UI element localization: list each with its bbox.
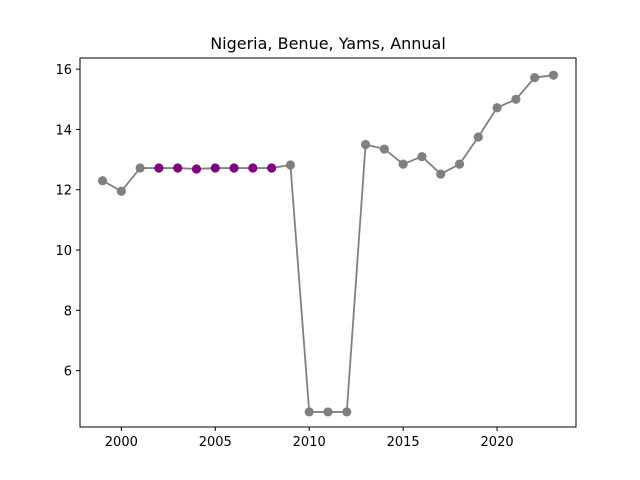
data-point xyxy=(210,163,220,173)
y-tick-label: 8 xyxy=(64,304,72,319)
x-axis-ticks: 2000 2005 2010 2015 2020 xyxy=(105,427,514,450)
data-point xyxy=(398,159,408,169)
data-point xyxy=(473,132,483,142)
data-point xyxy=(191,164,202,174)
data-point xyxy=(548,70,559,80)
data-point xyxy=(511,94,521,104)
data-point xyxy=(135,163,145,173)
axes-frame xyxy=(79,57,577,428)
data-point xyxy=(530,72,540,83)
data-point xyxy=(454,159,465,169)
data-point xyxy=(173,163,183,173)
y-tick-label: 14 xyxy=(55,123,72,138)
x-tick-label: 2020 xyxy=(481,435,514,450)
data-point xyxy=(342,407,352,417)
data-point xyxy=(360,139,371,150)
data-point xyxy=(492,103,502,113)
y-tick-label: 10 xyxy=(55,244,72,259)
y-tick-label: 12 xyxy=(55,184,72,199)
y-axis-ticks: 6 8 10 12 14 16 xyxy=(55,63,80,380)
chart-title: Nigeria, Benue, Yams, Annual xyxy=(210,34,446,53)
x-tick-label: 2015 xyxy=(387,435,420,450)
data-point xyxy=(304,407,314,417)
y-tick-label: 6 xyxy=(64,365,72,380)
data-point xyxy=(285,160,296,170)
data-point xyxy=(436,169,446,179)
x-tick-label: 2010 xyxy=(293,435,326,450)
data-point xyxy=(267,163,277,173)
data-point xyxy=(154,163,164,173)
data-point xyxy=(116,186,126,196)
data-point xyxy=(323,407,333,417)
data-point xyxy=(97,176,108,186)
plot-area xyxy=(97,70,559,417)
data-point xyxy=(248,163,258,173)
y-tick-label: 16 xyxy=(55,63,72,78)
data-point xyxy=(417,151,427,162)
x-tick-label: 2000 xyxy=(105,435,138,450)
data-point xyxy=(229,163,239,173)
x-tick-label: 2005 xyxy=(199,435,232,450)
data-point xyxy=(379,144,389,154)
